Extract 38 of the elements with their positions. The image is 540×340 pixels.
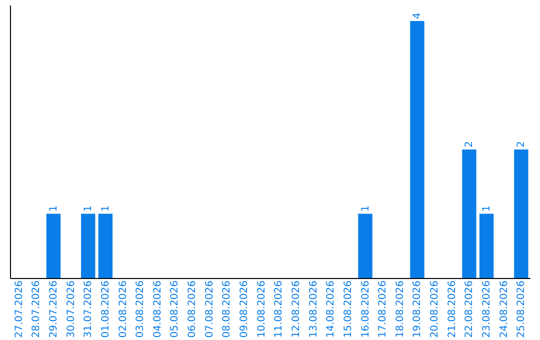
x-tick-label: 11.08.2026: [274, 280, 285, 338]
x-tick-label: 18.08.2026: [394, 280, 406, 338]
data-label: 4: [412, 12, 424, 20]
x-tick-label: 16.08.2026: [360, 280, 372, 338]
x-tick-label: 17.08.2026: [378, 280, 389, 338]
x-tick-label: 09.08.2026: [239, 280, 250, 338]
x-tick-label: 13.08.2026: [308, 280, 320, 338]
x-tick-label: 14.08.2026: [326, 280, 337, 338]
data-label: 1: [83, 205, 94, 212]
data-label: 2: [516, 141, 528, 148]
x-tick-label: 02.08.2026: [118, 280, 129, 338]
x-tick-label: 23.08.2026: [482, 280, 493, 338]
x-tick-label: 10.08.2026: [256, 280, 268, 338]
x-tick-label: 19.08.2026: [412, 280, 424, 338]
x-tick-label: 03.08.2026: [135, 280, 146, 338]
x-tick-label: 20.08.2026: [430, 280, 441, 338]
data-label: 1: [360, 205, 372, 212]
x-tick-label: 08.08.2026: [222, 280, 233, 338]
data-label: 1: [482, 205, 493, 212]
data-label: 2: [464, 141, 476, 148]
x-tick-label: 15.08.2026: [342, 280, 354, 338]
x-tick-label: 05.08.2026: [170, 280, 181, 338]
x-tick-label: 31.07.2026: [83, 280, 94, 338]
x-tick-label: 12.08.2026: [290, 280, 302, 338]
x-tick-label: 01.08.2026: [100, 280, 112, 338]
x-tick-label: 21.08.2026: [446, 280, 458, 338]
x-tick-label: 25.08.2026: [516, 280, 528, 338]
x-tick-label: 30.07.2026: [66, 280, 77, 338]
x-tick-label: 22.08.2026: [464, 280, 476, 338]
data-label: 1: [48, 205, 60, 212]
x-tick-label: 24.08.2026: [498, 280, 510, 338]
data-label: 1: [100, 205, 112, 212]
x-tick-label: 28.07.2026: [31, 280, 42, 338]
x-tick-label: 07.08.2026: [204, 280, 216, 338]
x-tick-label: 04.08.2026: [152, 280, 164, 338]
x-tick-label: 06.08.2026: [187, 280, 198, 338]
x-tick-label: 29.07.2026: [48, 280, 60, 338]
x-tick-label: 27.07.2026: [14, 280, 25, 338]
